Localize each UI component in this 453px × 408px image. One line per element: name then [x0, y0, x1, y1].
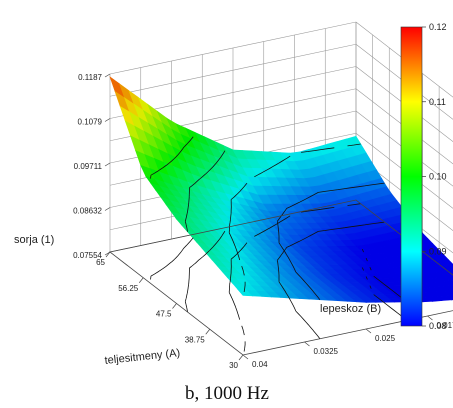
colorbar-tick-label: 0.08 [429, 321, 447, 331]
axis-ticks: 0.07554 0.08632 0.09711 0.1079 0.1187 65 56.25… [73, 73, 453, 370]
colorbar-tick-label: 0.09 [429, 246, 447, 256]
z-tick-mark [104, 162, 111, 167]
z-tick-label: 0.07554 [73, 251, 102, 260]
z-tick-label: 0.1079 [78, 118, 103, 127]
z-tick-label: 0.09711 [74, 162, 103, 171]
x-tick-mark [105, 251, 111, 258]
z-axis-label: sorja (1) [14, 234, 54, 246]
grid-line [355, 21, 453, 98]
z-tick-label: 0.08632 [73, 207, 102, 216]
z-tick-mark [104, 207, 111, 211]
y-tick-label: 0.0175 [437, 321, 453, 330]
floor-contour [184, 230, 226, 313]
colorbar-tick-label: 0.12 [429, 22, 447, 32]
grid-line [355, 44, 453, 120]
surface-patch [444, 285, 453, 291]
z-tick-label: 0.1187 [78, 73, 102, 82]
surface-patch [437, 258, 453, 267]
z-tick-mark [104, 118, 111, 122]
y-tick-label: 0.025 [375, 334, 396, 343]
z-tick-mark [104, 73, 111, 78]
floor-contours [150, 203, 408, 352]
surface-patch [443, 275, 453, 282]
colorbar-gradient [400, 26, 423, 327]
y-tick-label: 0.04 [252, 360, 268, 369]
grid-line [355, 66, 453, 142]
x-tick-mark [138, 277, 144, 283]
colorbar: 0.12 0.11 0.10 0.09 0.08 [400, 22, 447, 331]
x-tick-mark [205, 329, 211, 335]
surface-contour [276, 182, 385, 300]
floor-contour [228, 203, 361, 352]
surface-contour [228, 143, 361, 292]
surface-patch [448, 280, 453, 285]
x-tick-mark [172, 303, 177, 309]
y-tick-mark [304, 341, 310, 347]
surface-patch [445, 294, 453, 301]
x-axis-label: teljesitmeny (A) [104, 347, 181, 367]
grid-line [355, 88, 453, 165]
x-tick-label: 56.25 [118, 284, 139, 293]
x-tick-label: 47.5 [156, 310, 172, 319]
colorbar-tick-label: 0.11 [429, 97, 446, 107]
floor-frame [109, 199, 453, 356]
floor-contour [150, 237, 194, 280]
colorbar-tick-label: 0.10 [429, 172, 447, 182]
grid-line [109, 21, 357, 75]
floor-outline [109, 199, 453, 356]
y-tick-mark [242, 354, 249, 360]
surface-contour [184, 150, 226, 232]
x-tick-label: 65 [96, 258, 105, 267]
surface-patch [443, 264, 453, 272]
y-axis-label: lepeskoz (B) [320, 303, 381, 315]
surface-contour [150, 136, 194, 179]
surface-patch [448, 269, 453, 275]
x-tick-mark [238, 354, 244, 361]
x-tick-label: 38.75 [185, 335, 206, 344]
surface-patch [440, 290, 453, 297]
grid-line [109, 43, 357, 97]
grid-line [355, 110, 453, 187]
surface-patch [439, 280, 453, 287]
floor-contour [276, 221, 385, 340]
y-tick-mark [365, 328, 372, 334]
surface-patch [449, 290, 453, 294]
figure-caption: b, 1000 Hz [185, 383, 269, 404]
y-tick-mark [427, 315, 433, 321]
y-tick-label: 0.0325 [314, 347, 339, 356]
x-tick-label: 30 [229, 361, 238, 370]
